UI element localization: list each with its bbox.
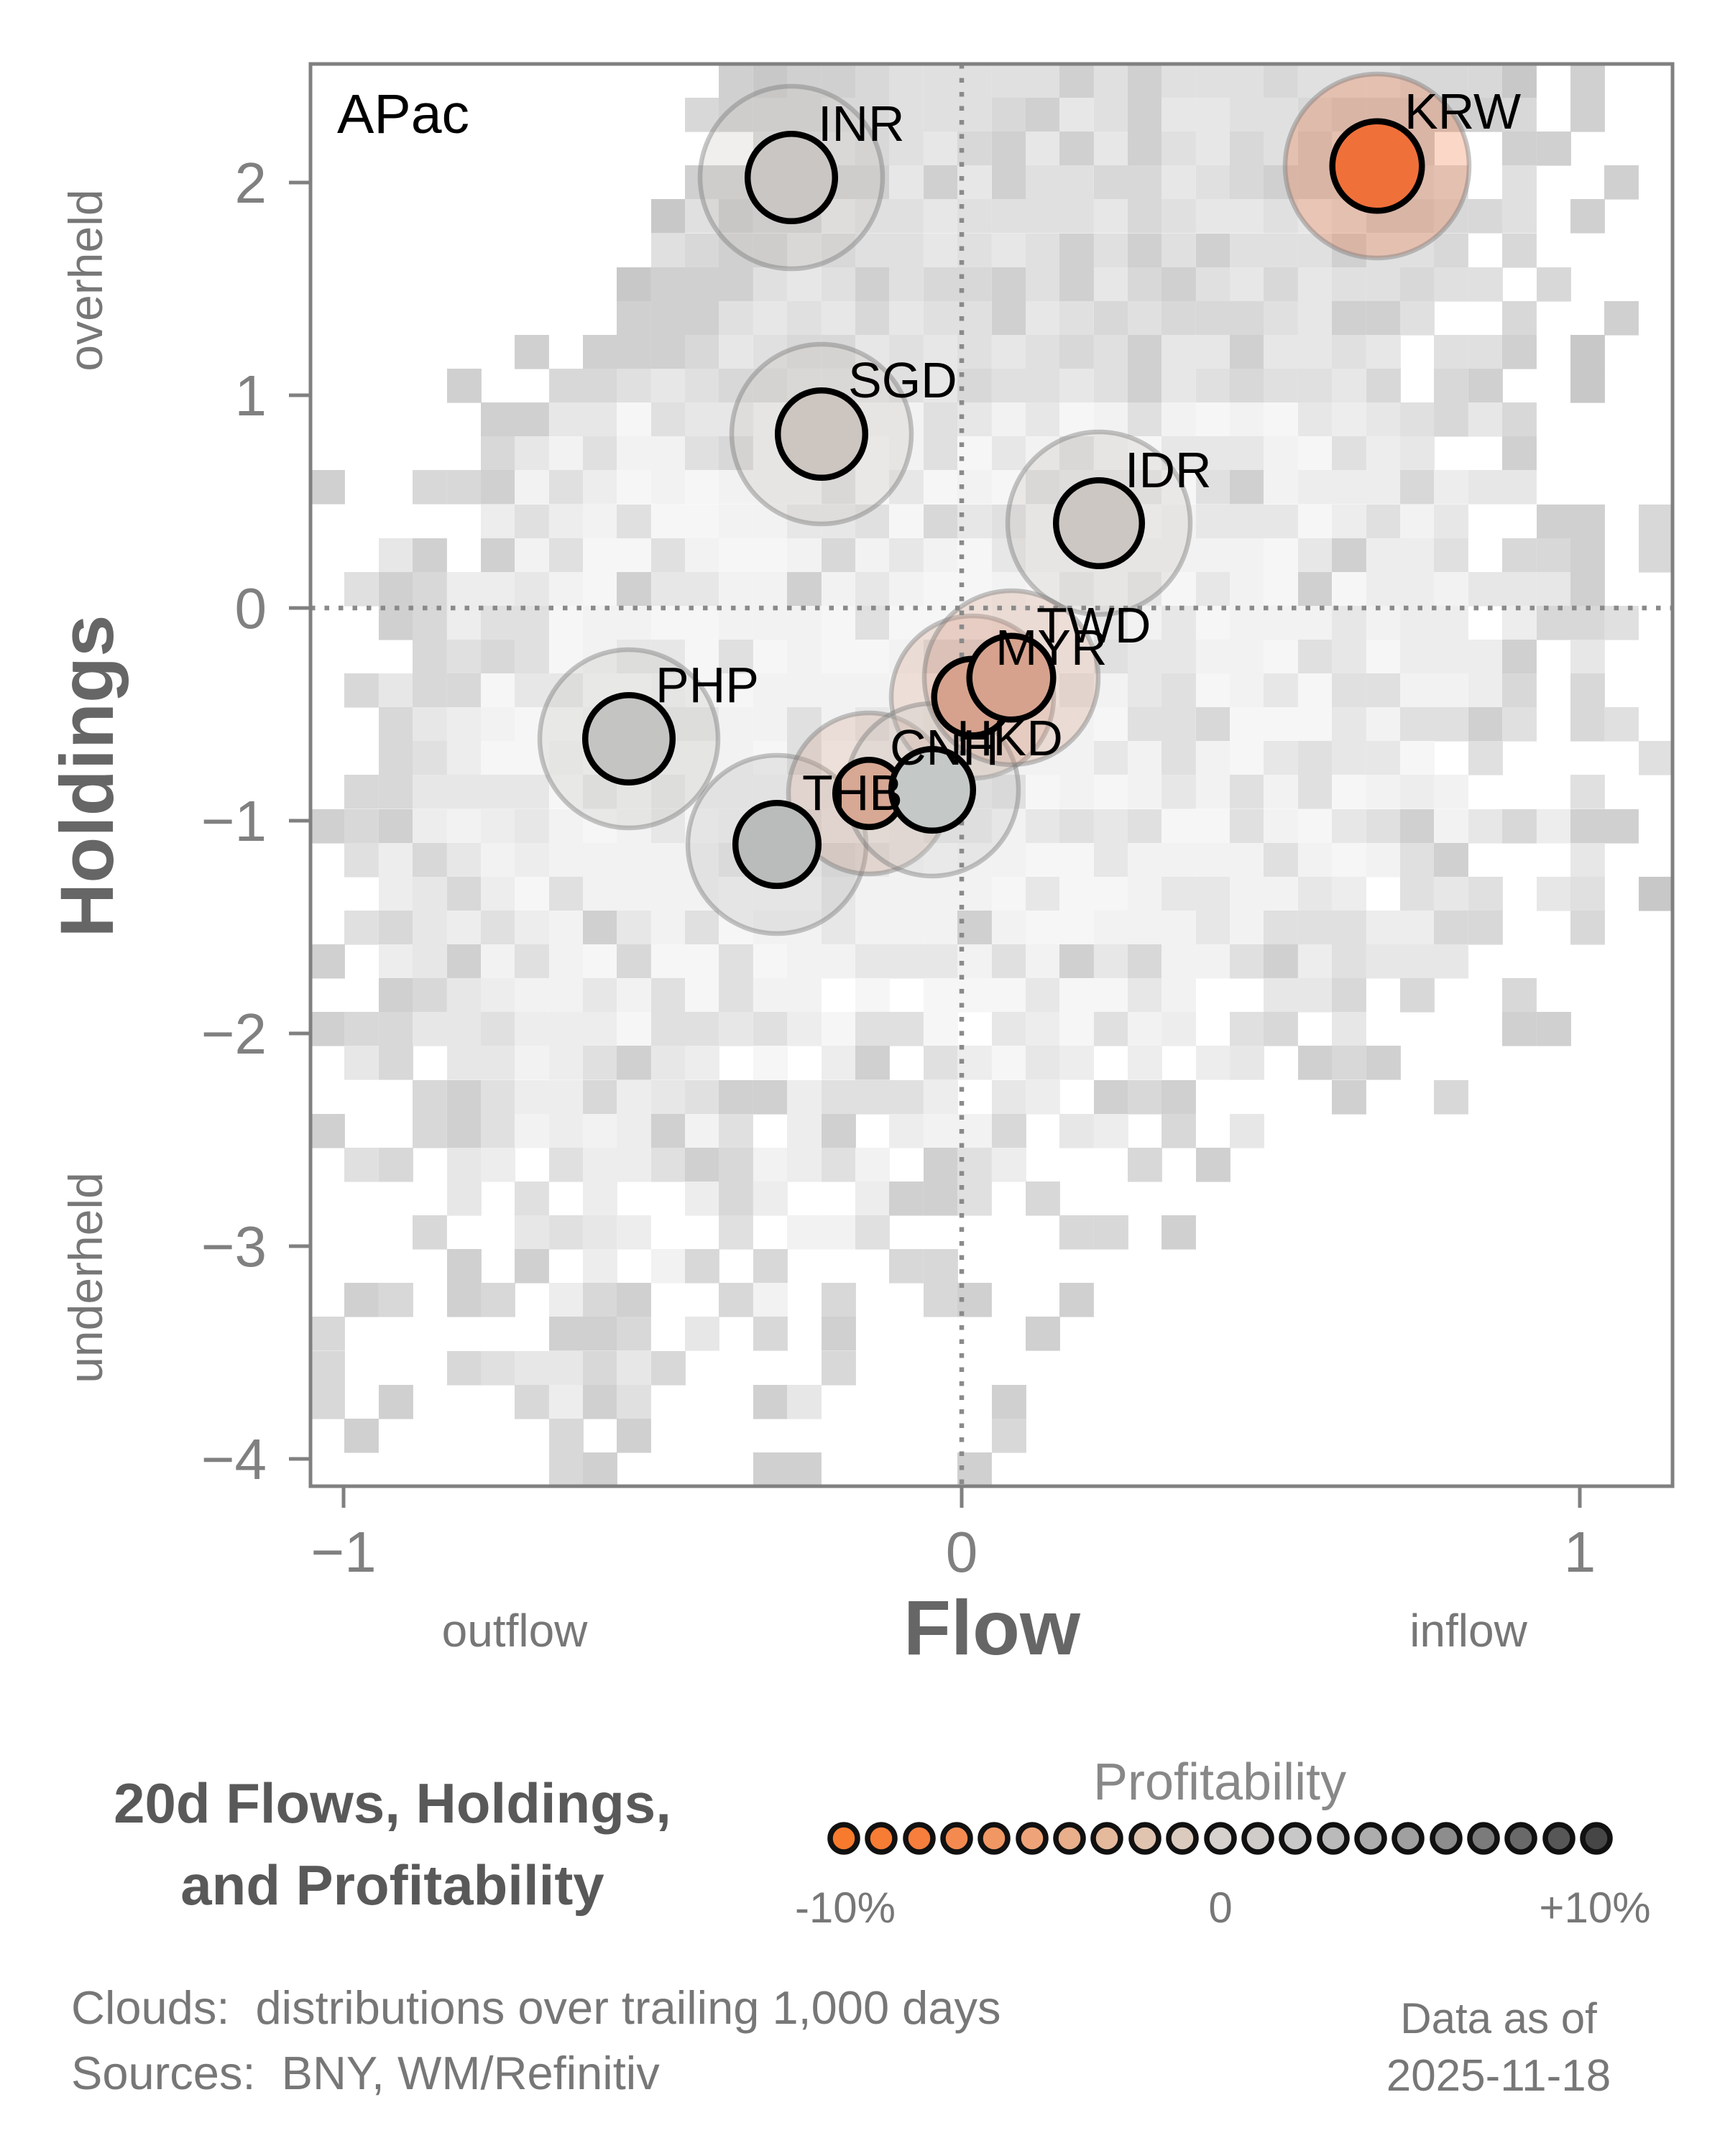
svg-text:−4: −4	[201, 1427, 267, 1491]
svg-text:0: 0	[1208, 1884, 1232, 1932]
svg-text:TWD: TWD	[1036, 597, 1151, 653]
svg-text:overheld: overheld	[59, 189, 112, 371]
svg-text:-10%: -10%	[795, 1884, 896, 1932]
svg-text:−2: −2	[201, 1002, 267, 1066]
svg-text:THB: THB	[802, 765, 903, 821]
svg-text:CNH: CNH	[890, 719, 999, 775]
svg-text:HKD: HKD	[957, 710, 1063, 766]
svg-text:Holdings: Holdings	[45, 614, 129, 937]
svg-text:+10%: +10%	[1539, 1884, 1650, 1932]
svg-text:KRW: KRW	[1404, 83, 1521, 139]
svg-text:2: 2	[235, 151, 267, 215]
svg-text:−1: −1	[201, 789, 267, 853]
svg-text:Sources: BNY, WM/Refinitiv: Sources: BNY, WM/Refinitiv	[71, 2047, 660, 2099]
svg-text:Profitability: Profitability	[1093, 1754, 1346, 1811]
svg-text:Data as of: Data as of	[1400, 1994, 1597, 2042]
svg-text:−1: −1	[310, 1520, 376, 1584]
svg-text:20d Flows, Holdings,: 20d Flows, Holdings,	[114, 1772, 671, 1835]
svg-text:1: 1	[235, 364, 267, 428]
svg-text:0: 0	[235, 576, 267, 640]
svg-text:IDR: IDR	[1125, 442, 1212, 498]
svg-text:1: 1	[1564, 1520, 1596, 1584]
svg-text:outflow: outflow	[442, 1605, 589, 1657]
svg-text:APac: APac	[337, 83, 469, 145]
svg-text:0: 0	[946, 1520, 978, 1584]
svg-text:Clouds: distributions over tr: Clouds: distributions over trailing 1,00…	[71, 1981, 1000, 2034]
svg-text:SGD: SGD	[848, 352, 957, 408]
svg-text:−3: −3	[201, 1215, 267, 1279]
svg-text:INR: INR	[818, 96, 905, 152]
svg-text:2025-11-18: 2025-11-18	[1386, 2051, 1611, 2101]
svg-text:underheld: underheld	[59, 1172, 112, 1383]
svg-text:MYR: MYR	[995, 619, 1108, 676]
svg-text:PHP: PHP	[656, 657, 759, 713]
svg-text:and Profitability: and Profitability	[180, 1853, 604, 1917]
svg-text:Flow: Flow	[903, 1584, 1081, 1671]
svg-text:inflow: inflow	[1409, 1605, 1527, 1657]
